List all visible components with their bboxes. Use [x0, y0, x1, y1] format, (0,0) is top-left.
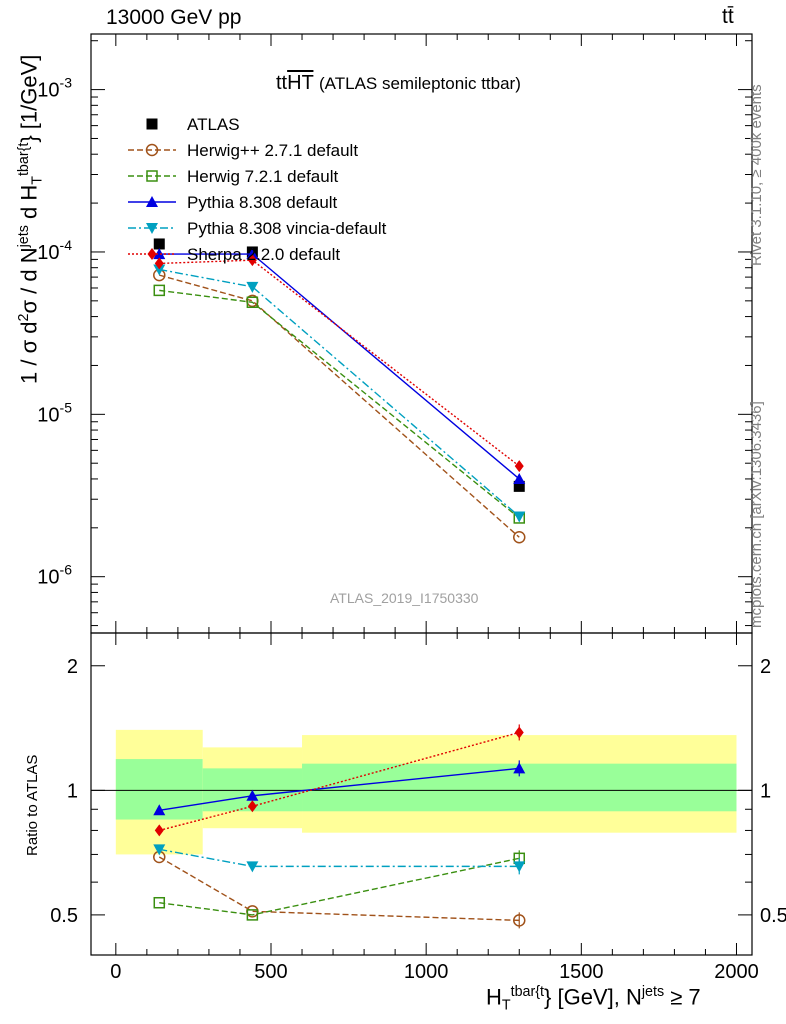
data-point-vincia	[153, 264, 166, 276]
ratio-point-sherpa	[247, 800, 257, 813]
series-line-herwigpp	[159, 274, 520, 538]
ratio-line-herwig7	[159, 857, 520, 916]
x-tick-label: 1500	[559, 961, 604, 983]
series-sherpa	[154, 254, 524, 473]
y-tick-label: 10-5	[37, 399, 72, 426]
data-point-sherpa	[514, 460, 524, 473]
ratio-series-herwigpp	[153, 850, 526, 929]
data-point-herwig7	[246, 296, 259, 309]
axis-ticks	[91, 34, 752, 955]
axes-frames	[90, 33, 753, 956]
legend-entry-herwig7: Herwig 7.2.1 default	[128, 167, 338, 186]
data-point-vincia	[246, 281, 259, 293]
legend-entry-pythia: Pythia 8.308 default	[128, 193, 338, 212]
series-line-vincia	[159, 268, 520, 517]
y-tick-label: 10-3	[37, 75, 72, 102]
data-point-pythia	[153, 248, 166, 260]
legend-marker-herwigpp	[145, 143, 159, 157]
series-line-herwig7	[159, 289, 520, 519]
title-overline: HT	[287, 72, 314, 94]
ratio-point-vincia	[513, 861, 526, 873]
series-herwig7	[153, 284, 526, 524]
x-tick-label: 500	[254, 961, 287, 983]
ratio-frame	[90, 632, 753, 956]
ratio-point-herwig7	[153, 896, 166, 909]
legend-entry-sherpa: Sherpa 2.2.0 default	[128, 245, 340, 264]
legend-entry-atlas: ATLAS	[146, 115, 240, 134]
plot-title: ttHT (ATLAS semileptonic ttbar)	[276, 72, 521, 95]
legend-marker-atlas	[146, 118, 158, 130]
y-axis-label-main: 1 / σ d2σ / d Njets d HTtbar{t} [1/GeV]	[16, 54, 46, 384]
series-pythia	[153, 248, 526, 484]
ratio-series-pythia	[153, 760, 526, 816]
series-line-pythia	[159, 253, 520, 480]
ratio-y-tick-label: 2	[67, 656, 78, 678]
legend-label-herwig7: Herwig 7.2.1 default	[187, 167, 338, 186]
data-point-sherpa	[154, 257, 164, 270]
ratio-y-tick-label: 1	[67, 780, 78, 802]
ratio-point-vincia	[153, 844, 166, 856]
x-tick-label: 0	[110, 961, 121, 983]
data-point-pythia	[246, 248, 259, 260]
legend-entry-herwigpp: Herwig++ 2.7.1 default	[128, 141, 358, 160]
series-vincia	[153, 264, 526, 523]
ratio-line-vincia	[159, 848, 520, 868]
ratio-point-herwigpp	[513, 914, 526, 927]
data-point-atlas	[513, 480, 525, 492]
ratio-y-tick-label-right: 2	[760, 656, 771, 678]
y-tick-label: 10-4	[37, 237, 72, 264]
legend-label-pythia: Pythia 8.308 default	[187, 193, 338, 212]
ratio-point-pythia	[513, 762, 526, 774]
data-point-herwigpp	[513, 530, 526, 544]
legend-label-atlas: ATLAS	[187, 115, 240, 134]
ratio-series-vincia	[153, 844, 526, 875]
title-main: tt	[276, 72, 288, 94]
ratio-point-pythia	[153, 804, 166, 816]
ratio-point-pythia	[246, 789, 259, 801]
ratio-y-tick-label-right: 0.5	[760, 905, 786, 927]
ratio-y-tick-label: 0.5	[50, 905, 78, 927]
side-mcplots-text: mcplots.cern.ch [arXiv:1306.3436]	[748, 401, 765, 628]
legend-marker-sherpa	[147, 248, 157, 260]
legend: ATLAS Herwig++ 2.7.1 default Herwig 7.2.1 …	[128, 115, 387, 264]
legend-label-herwigpp: Herwig++ 2.7.1 default	[187, 141, 358, 160]
data-point-vincia	[513, 511, 526, 523]
data-series	[153, 238, 526, 929]
data-point-atlas	[153, 238, 165, 250]
data-point-pythia	[513, 472, 526, 484]
legend-entry-vincia: Pythia 8.308 vincia-default	[128, 219, 387, 238]
series-atlas	[153, 238, 525, 492]
tick-labels: 0 500 1000 1500 2000 10-6 10-5 10-4 10-3 0.5 0.5 1 1…	[37, 75, 786, 983]
ratio-series-sherpa	[154, 724, 524, 837]
x-tick-label: 2000	[714, 961, 759, 983]
legend-marker-herwig7	[146, 170, 158, 182]
y-axis-label-ratio: Ratio to ATLAS	[24, 754, 41, 856]
y-tick-label: 10-6	[37, 562, 72, 589]
legend-marker-vincia	[146, 223, 158, 234]
legend-label-vincia: Pythia 8.308 vincia-default	[187, 219, 387, 238]
side-rivet-text: Rivet 3.1.10, ≥ 400k events	[748, 84, 765, 266]
watermark: ATLAS_2019_I1750330	[330, 590, 479, 606]
legend-marker-pythia	[146, 196, 158, 207]
series-line-sherpa	[159, 259, 520, 467]
ratio-bands	[115, 729, 737, 855]
title-subtitle: (ATLAS semileptonic ttbar)	[319, 74, 521, 93]
legend-label-sherpa: Sherpa 2.2.0 default	[187, 245, 340, 264]
data-point-sherpa	[247, 254, 257, 267]
x-axis-label: HTtbar{t} [GeV], Njets ≥ 7	[486, 984, 701, 1014]
energy-label: 13000 GeV pp	[106, 6, 242, 29]
ratio-y-tick-label-right: 1	[760, 780, 771, 802]
ratio-point-sherpa	[154, 824, 164, 837]
ratio-point-herwig7	[246, 909, 259, 921]
process-label: tt̄	[722, 5, 734, 28]
ratio-point-vincia	[246, 861, 259, 873]
ratio-point-sherpa	[514, 726, 524, 739]
data-point-herwig7	[153, 284, 166, 297]
ratio-series-herwig7	[153, 850, 526, 921]
x-tick-label: 1000	[404, 961, 449, 983]
series-herwigpp	[153, 268, 526, 544]
